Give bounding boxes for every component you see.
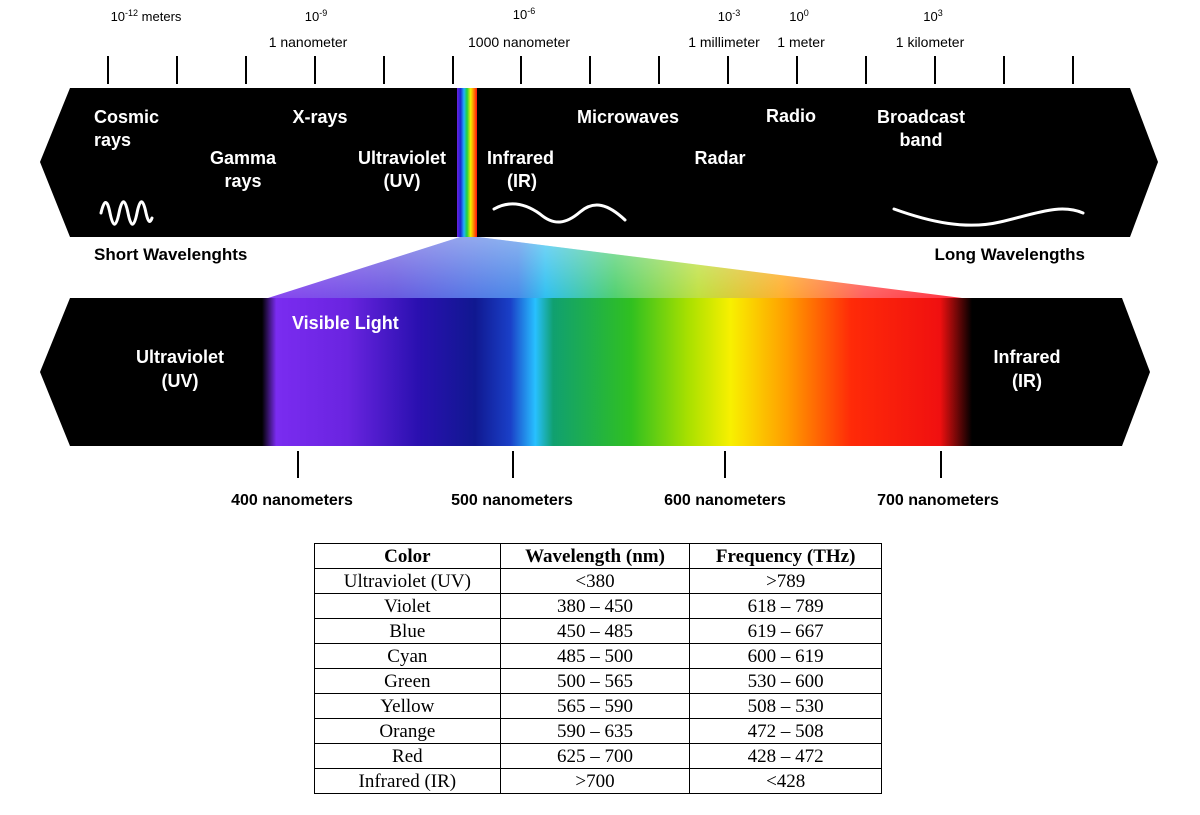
cell-wavelength: 590 – 635 [499,718,691,744]
table-row: Green 500 – 565 530 – 600 [314,668,882,694]
band-infrared: Infrared (IR) [487,148,554,191]
cell-wavelength: 500 – 565 [499,668,691,694]
scale-name-5: 1 meter [777,34,825,50]
table-row: Ultraviolet (UV) <380 >789 [314,568,882,594]
cell-color: Ultraviolet (UV) [314,568,501,594]
header-wavelength: Wavelength (nm) [499,543,691,569]
cell-color: Green [314,668,501,694]
spectrum-diagram: 10-12 meters 10-9 1 nanometer 10-6 1000 … [40,6,1158,509]
scale-ticks [107,56,1074,84]
infrared-wave-icon [492,202,627,224]
table-row: Orange 590 – 635 472 – 508 [314,718,882,744]
scale-exponent-2: 10-9 [305,8,327,24]
table-row: Violet 380 – 450 618 – 789 [314,593,882,619]
cell-wavelength: 485 – 500 [499,643,691,669]
visible-right-infrared: Infrared (IR) [993,347,1060,391]
table-row: Infrared (IR) >700 <428 [314,768,882,794]
scale-name-4: 1 millimeter [688,34,760,50]
visible-slit [457,88,477,237]
header-frequency: Frequency (THz) [689,543,882,569]
header-color: Color [314,543,501,569]
band-cosmic-rays: Cosmic rays [94,107,159,150]
cell-frequency: >789 [689,568,882,594]
visible-left-ultraviolet: Ultraviolet (UV) [136,347,224,391]
cell-color: Orange [314,718,501,744]
short-wave-icon [99,200,154,226]
scale-exponent-5: 100 [789,8,808,24]
em-spectrum-band: Cosmic rays Gamma rays X-rays Ultraviolet(… [40,88,1158,237]
scale-exponent-6: 103 [923,8,942,24]
band-radio: Radio [766,106,816,126]
band-radar: Radar [694,148,745,168]
cell-frequency: 530 – 600 [689,668,882,694]
cell-wavelength: 565 – 590 [499,693,691,719]
band-broadcast: Broadcast band [877,107,965,150]
cell-frequency: <428 [689,768,882,794]
visible-light-title: Visible Light [292,313,399,333]
cell-color: Yellow [314,693,501,719]
visible-light-fan-highlight [268,237,962,298]
cell-frequency: 472 – 508 [689,718,882,744]
cell-frequency: 428 – 472 [689,743,882,769]
short-wavelengths-label: Short Wavelenghts [94,245,247,264]
scale-exponent-3: 10-6 [513,6,535,22]
cell-wavelength: >700 [499,768,691,794]
long-wave-icon [892,207,1085,227]
band-ultraviolet: Ultraviolet (UV) [358,148,446,191]
cell-color: Cyan [314,643,501,669]
cell-frequency: 619 – 667 [689,618,882,644]
cell-wavelength: 625 – 700 [499,743,691,769]
table-row: Yellow 565 – 590 508 – 530 [314,693,882,719]
wavelength-scale: 10-12 meters 10-9 1 nanometer 10-6 1000 … [107,6,1074,84]
cell-wavelength: 380 – 450 [499,593,691,619]
band-gamma-rays: Gamma rays [210,148,277,191]
table-row: Blue 450 – 485 619 – 667 [314,618,882,644]
scale-exponent-4: 10-3 [718,8,740,24]
nanometer-scale: 400 nanometers 500 nanometers 600 nanome… [231,451,999,509]
band-microwaves: Microwaves [577,107,679,127]
visible-gradient-strip [262,298,972,446]
scale-name-6: 1 kilometer [896,34,965,50]
scale-name-3: 1000 nanometer [468,34,570,50]
cell-wavelength: <380 [499,568,691,594]
em-band-background [40,88,1158,237]
color-wavelength-table: Color Wavelength (nm) Frequency (THz) Ul… [314,543,882,794]
cell-frequency: 600 – 619 [689,643,882,669]
cell-color: Red [314,743,501,769]
cell-frequency: 508 – 530 [689,693,882,719]
table-header-row: Color Wavelength (nm) Frequency (THz) [314,543,882,569]
scale-name-2: 1 nanometer [269,34,348,50]
long-wavelengths-label: Long Wavelengths [935,245,1086,264]
cell-frequency: 618 – 789 [689,593,882,619]
table-row: Cyan 485 – 500 600 – 619 [314,643,882,669]
label-600nm: 600 nanometers [664,492,786,509]
label-700nm: 700 nanometers [877,492,999,509]
visible-spectrum-band: Visible Light Ultraviolet (UV) Infrared (I… [40,298,1150,446]
label-400nm: 400 nanometers [231,492,353,509]
label-500nm: 500 nanometers [451,492,573,509]
scale-label-1: 10-12 meters [111,8,182,24]
cell-wavelength: 450 – 485 [499,618,691,644]
band-x-rays: X-rays [292,107,347,127]
cell-color: Blue [314,618,501,644]
cell-color: Violet [314,593,501,619]
table-row: Red 625 – 700 428 – 472 [314,743,882,769]
cell-color: Infrared (IR) [314,768,501,794]
